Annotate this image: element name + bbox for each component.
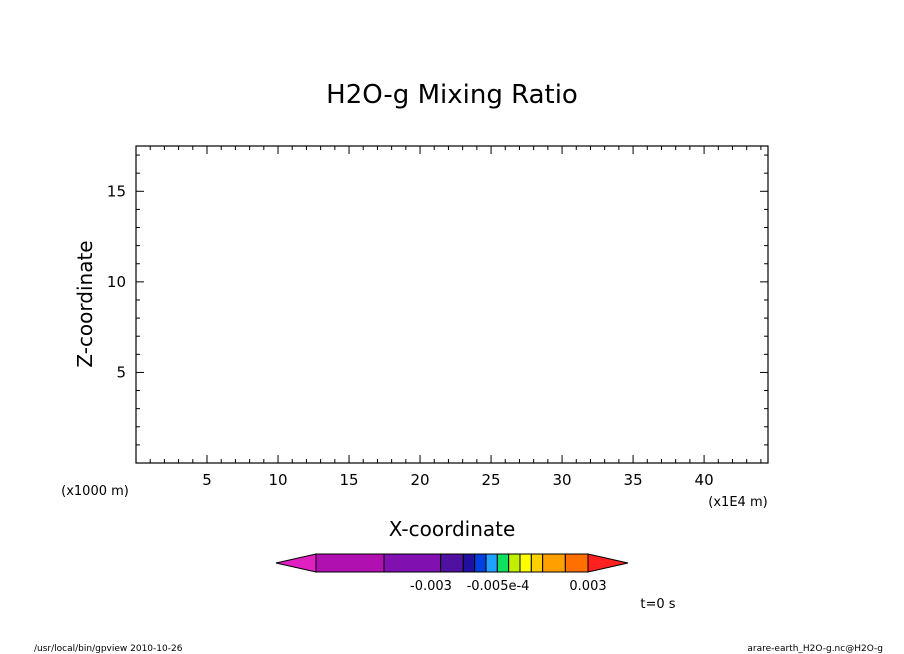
x-tick-label: 40: [695, 471, 714, 489]
y-unit-label: (x1000 m): [61, 484, 129, 499]
colorbar-cell: [462, 553, 476, 573]
footer-left: /usr/local/bin/gpview 2010-10-26: [34, 644, 183, 654]
x-unit-label: (x1E4 m): [708, 495, 767, 510]
x-tick-label: 25: [482, 471, 501, 489]
y-axis: 5 10 15: [107, 154, 768, 464]
colorbar-cell: [530, 553, 544, 573]
colorbar-left-arrow: [275, 553, 317, 573]
x-tick-label: 35: [624, 471, 643, 489]
x-axis: 5 10 15 20 25 30 35 40: [135, 146, 762, 489]
colorbar-cell: [383, 553, 442, 573]
colorbar-cell: [315, 553, 385, 573]
x-tick-label: 15: [339, 471, 358, 489]
colorbar-cell: [485, 553, 498, 573]
plot-frame: [135, 145, 769, 464]
x-axis-label: X-coordinate: [389, 517, 516, 541]
y-tick-label: 15: [107, 182, 126, 200]
colorbar: [275, 553, 629, 573]
colorbar-label-2: -0.005e-4: [467, 579, 530, 594]
x-tick-label: 10: [268, 471, 287, 489]
y-tick-label: 5: [116, 363, 126, 381]
x-tick-label: 20: [410, 471, 429, 489]
time-label: t=0 s: [640, 597, 675, 612]
colorbar-cell: [474, 553, 487, 573]
y-tick-label: 10: [107, 273, 126, 291]
colorbar-label-3: 0.003: [569, 579, 606, 594]
colorbar-cell: [508, 553, 521, 573]
y-axis-label: Z-coordinate: [73, 240, 97, 367]
colorbar-cell: [519, 553, 532, 573]
footer-right: arare-earth_H2O-g.nc@H2O-g: [747, 644, 883, 654]
colorbar-cell: [496, 553, 510, 573]
colorbar-cell: [440, 553, 464, 573]
colorbar-right-arrow: [587, 553, 629, 573]
colorbar-label-1: -0.003: [410, 579, 452, 594]
colorbar-cell: [542, 553, 566, 573]
chart-title: H2O-g Mixing Ratio: [326, 80, 578, 110]
colorbar-cell: [564, 553, 589, 573]
x-tick-label: 30: [553, 471, 572, 489]
x-tick-label: 5: [202, 471, 212, 489]
